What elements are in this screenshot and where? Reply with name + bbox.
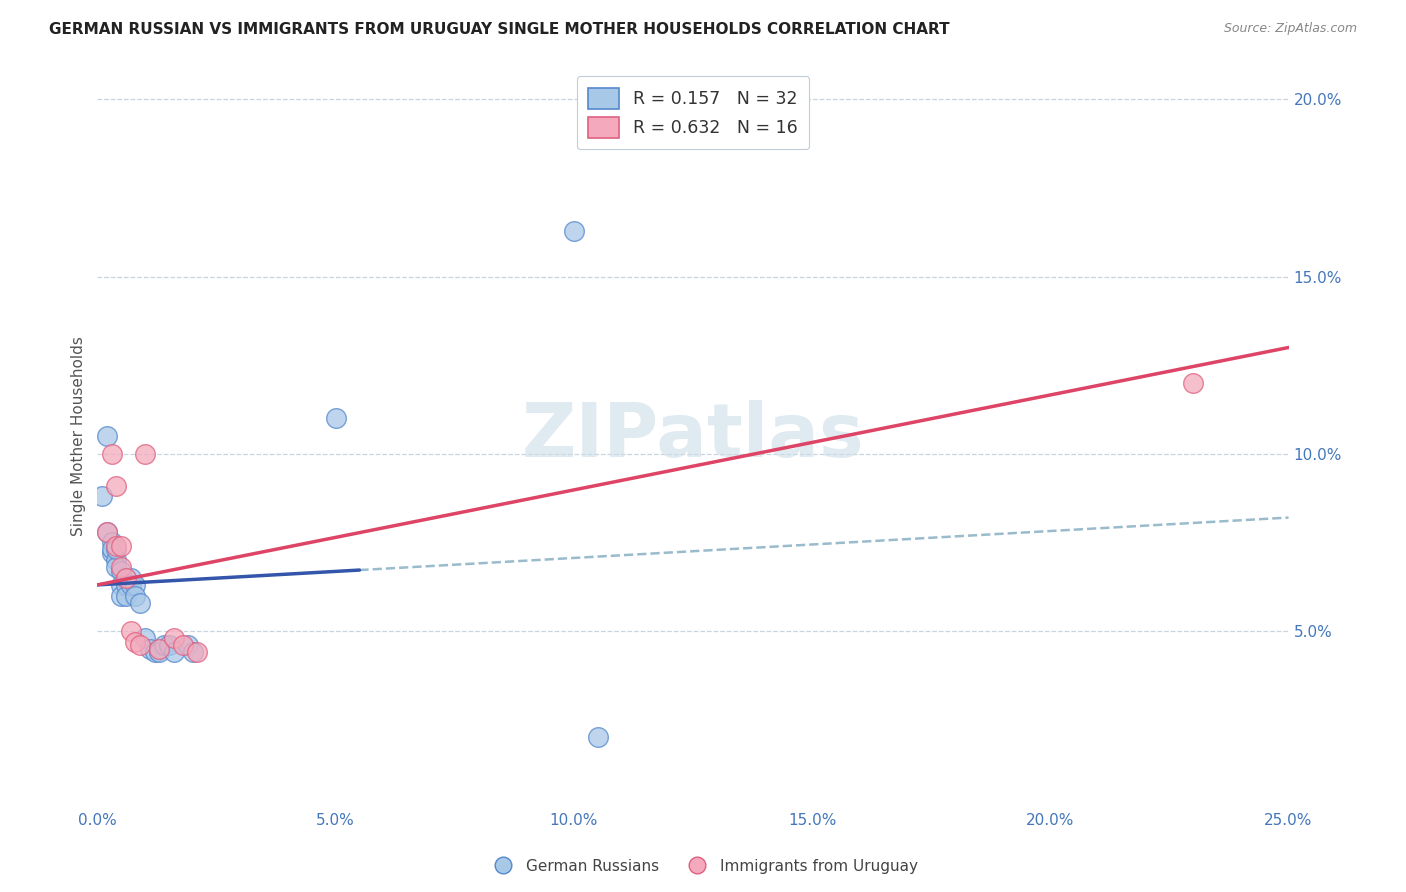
Point bbox=[148, 641, 170, 656]
Point bbox=[162, 631, 184, 645]
Point bbox=[562, 223, 585, 237]
Point bbox=[172, 638, 194, 652]
Point bbox=[110, 539, 132, 553]
Point bbox=[134, 631, 156, 645]
Point bbox=[110, 560, 132, 574]
Point bbox=[586, 730, 609, 744]
Point bbox=[105, 560, 128, 574]
Point bbox=[325, 411, 347, 425]
Point bbox=[129, 638, 152, 652]
Point bbox=[1182, 376, 1205, 390]
Point bbox=[115, 571, 138, 585]
Point bbox=[120, 578, 142, 592]
Point bbox=[162, 645, 184, 659]
Point bbox=[100, 546, 122, 560]
Point bbox=[186, 645, 208, 659]
Point bbox=[124, 589, 146, 603]
Point bbox=[139, 641, 162, 656]
Point bbox=[157, 638, 180, 652]
Point bbox=[91, 489, 114, 503]
Text: GERMAN RUSSIAN VS IMMIGRANTS FROM URUGUAY SINGLE MOTHER HOUSEHOLDS CORRELATION C: GERMAN RUSSIAN VS IMMIGRANTS FROM URUGUA… bbox=[49, 22, 950, 37]
Point bbox=[96, 429, 118, 443]
Point bbox=[105, 553, 128, 567]
Point bbox=[115, 589, 138, 603]
Point bbox=[110, 578, 132, 592]
Point bbox=[105, 539, 128, 553]
Legend: R = 0.157   N = 32, R = 0.632   N = 16: R = 0.157 N = 32, R = 0.632 N = 16 bbox=[576, 77, 810, 149]
Point bbox=[143, 645, 166, 659]
Point bbox=[124, 634, 146, 648]
Point bbox=[96, 524, 118, 539]
Point bbox=[100, 535, 122, 549]
Point bbox=[124, 578, 146, 592]
Point bbox=[100, 542, 122, 557]
Point bbox=[120, 624, 142, 638]
Point bbox=[115, 571, 138, 585]
Y-axis label: Single Mother Households: Single Mother Households bbox=[72, 336, 86, 536]
Point bbox=[153, 638, 176, 652]
Point bbox=[105, 542, 128, 557]
Point bbox=[148, 645, 170, 659]
Text: ZIPatlas: ZIPatlas bbox=[522, 400, 865, 473]
Legend: German Russians, Immigrants from Uruguay: German Russians, Immigrants from Uruguay bbox=[482, 853, 924, 880]
Point bbox=[110, 589, 132, 603]
Text: Source: ZipAtlas.com: Source: ZipAtlas.com bbox=[1223, 22, 1357, 36]
Point bbox=[181, 645, 204, 659]
Point bbox=[120, 571, 142, 585]
Point bbox=[96, 524, 118, 539]
Point bbox=[110, 564, 132, 578]
Point bbox=[177, 638, 200, 652]
Point bbox=[100, 447, 122, 461]
Point bbox=[115, 578, 138, 592]
Point bbox=[105, 478, 128, 492]
Point bbox=[129, 596, 152, 610]
Point bbox=[134, 447, 156, 461]
